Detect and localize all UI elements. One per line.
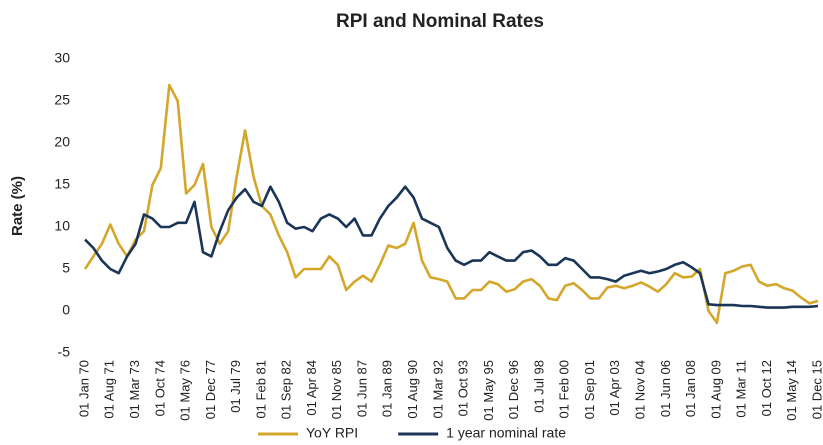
x-tick-label: 01 Feb 81 [253, 360, 268, 419]
x-tick-label: 01 Jul 79 [228, 360, 243, 413]
x-tick-label: 01 Oct 74 [152, 360, 167, 416]
x-tick-label: 01 May 14 [784, 360, 799, 421]
y-tick-label: 5 [62, 260, 70, 276]
x-tick-label: 01 Jan 70 [76, 360, 91, 417]
y-tick-label: 30 [54, 50, 70, 66]
x-tick-label: 01 Dec 15 [809, 360, 823, 419]
line-series [84, 185, 819, 309]
x-tick-label: 01 Sep 82 [279, 360, 294, 419]
x-tick-label: 01 Oct 93 [456, 360, 471, 416]
x-tick-label: 01 Sep 01 [582, 360, 597, 419]
x-tick-label: 01 Jul 98 [531, 360, 546, 413]
x-tick-label: 01 Apr 03 [607, 360, 622, 416]
chart-title: RPI and Nominal Rates [336, 11, 544, 32]
y-tick-label: 0 [62, 302, 70, 318]
x-tick-label: 01 May 95 [481, 360, 496, 421]
x-tick-label: 01 Apr 84 [304, 360, 319, 416]
y-axis-label: Rate (%) [9, 176, 26, 236]
y-tick-label: 10 [54, 218, 70, 234]
x-tick-label: 01 Jun 87 [354, 360, 369, 417]
x-tick-label: 01 Feb 00 [557, 360, 572, 419]
x-tick-label: 01 Nov 04 [633, 360, 648, 419]
x-tick-label: 01 Aug 90 [405, 360, 420, 419]
x-tick-label: 01 Mar 73 [127, 360, 142, 419]
x-tick-label: 01 Jun 06 [658, 360, 673, 417]
x-tick-label: 01 Jan 08 [683, 360, 698, 417]
x-tick-label: 01 Dec 77 [203, 360, 218, 419]
x-tick-label: 01 Mar 11 [734, 360, 749, 418]
y-tick-label: 25 [54, 92, 70, 108]
line-series [83, 83, 819, 325]
y-tick-label: 15 [54, 176, 70, 192]
x-tick-label: 01 Mar 92 [430, 360, 445, 419]
y-tick-label: -5 [58, 344, 71, 360]
x-tick-label: 01 Jan 89 [380, 360, 395, 417]
x-tick-label: 01 Aug 71 [102, 360, 117, 419]
x-tick-label: 01 Nov 85 [329, 360, 344, 419]
legend-label: YoY RPI [306, 425, 358, 441]
x-tick-label: 01 Dec 96 [506, 360, 521, 419]
y-tick-label: 20 [54, 134, 70, 150]
legend-label: 1 year nominal rate [446, 425, 566, 441]
x-tick-label: 01 May 76 [178, 360, 193, 421]
x-tick-label: 01 Oct 12 [759, 360, 774, 416]
x-tick-label: 01 Aug 09 [708, 360, 723, 419]
